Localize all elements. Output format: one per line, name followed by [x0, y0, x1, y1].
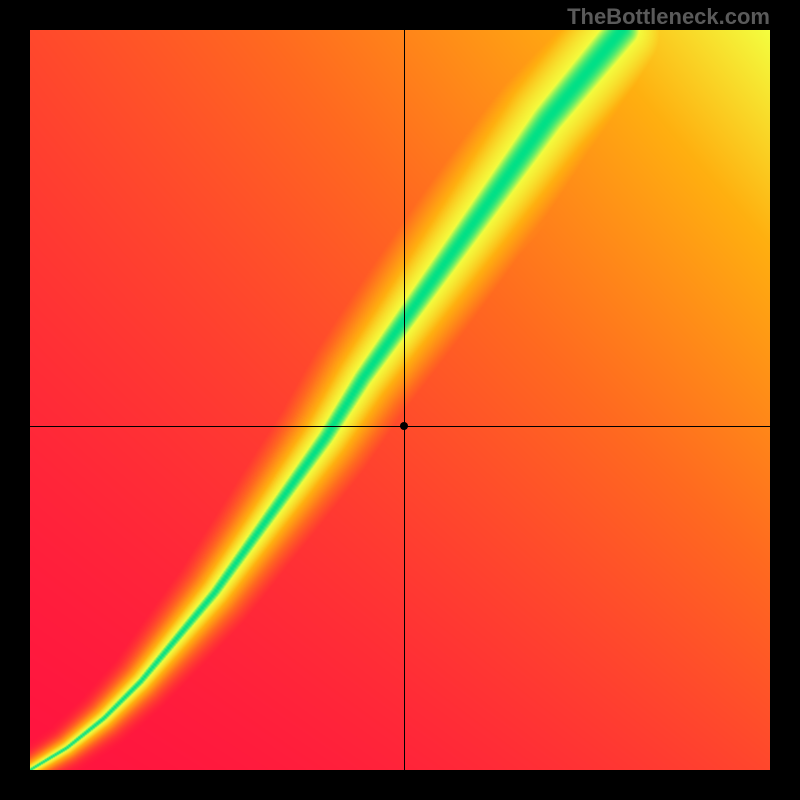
watermark-text: TheBottleneck.com [567, 4, 770, 30]
plot-area [30, 30, 770, 770]
heatmap-canvas [30, 30, 770, 770]
crosshair-vertical [404, 30, 405, 770]
marker-dot [400, 422, 408, 430]
chart-container: TheBottleneck.com [0, 0, 800, 800]
